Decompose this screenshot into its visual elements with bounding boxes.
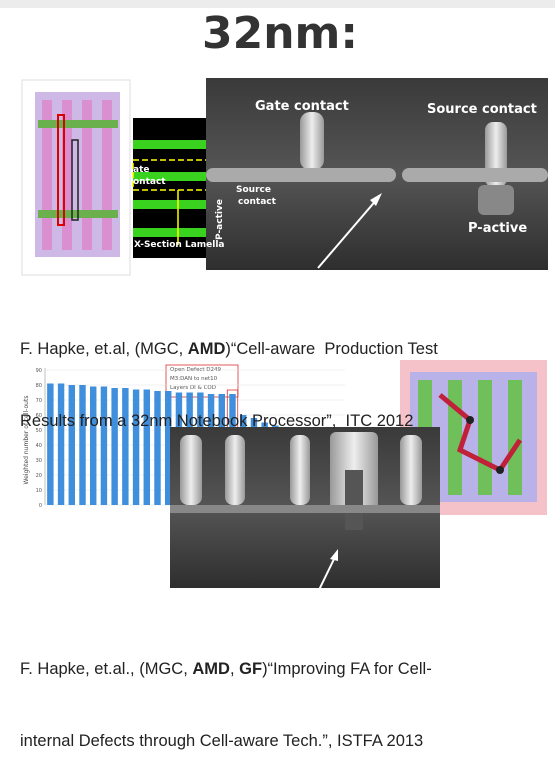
image-label: contact	[238, 197, 277, 207]
top-band	[0, 0, 555, 8]
layout-image	[22, 80, 130, 275]
y-tick-label: 0	[39, 503, 42, 509]
caption-line: F. Hapke, et.al., (MGC, AMD, GF)“Improvi…	[20, 657, 432, 681]
caption-text: internal Defects through Cell-aware Tech…	[20, 732, 423, 750]
image-label: P-active	[468, 221, 527, 236]
image-label: ontact	[133, 177, 166, 187]
image-label: Gate contact	[255, 99, 349, 114]
y-tick-label: 20	[36, 473, 42, 479]
caption-bold: AMD	[188, 340, 226, 358]
caption-text: )“Cell-aware Production Test	[225, 340, 437, 358]
y-tick-label: 30	[36, 458, 42, 464]
image-label: ate	[133, 165, 149, 175]
caption: F. Hapke, et.al., (MGC, AMD, GF)“Improvi…	[20, 609, 432, 777]
image-label: Source contact	[427, 102, 537, 117]
image-label: X-Section Lamella	[134, 240, 225, 250]
caption-text: F. Hapke, et.al, (MGC,	[20, 340, 188, 358]
caption-text: Results from a 32nm Notebook Processor”,…	[20, 412, 413, 430]
image-label: P-active	[215, 199, 225, 240]
caption-line: F. Hapke, et.al, (MGC, AMD)“Cell-aware P…	[20, 337, 438, 361]
slide-title: 32nm:	[202, 8, 358, 59]
page: 32nm: Weighted number of cell-outs Open …	[0, 0, 555, 663]
caption-line: Results from a 32nm Notebook Processor”,…	[20, 409, 438, 433]
caption-line: internal Defects through Cell-aware Tech…	[20, 729, 432, 753]
image-label: Source	[236, 185, 271, 195]
y-tick-label: 10	[36, 488, 42, 494]
caption: F. Hapke, et.al, (MGC, AMD)“Cell-aware P…	[20, 289, 438, 457]
